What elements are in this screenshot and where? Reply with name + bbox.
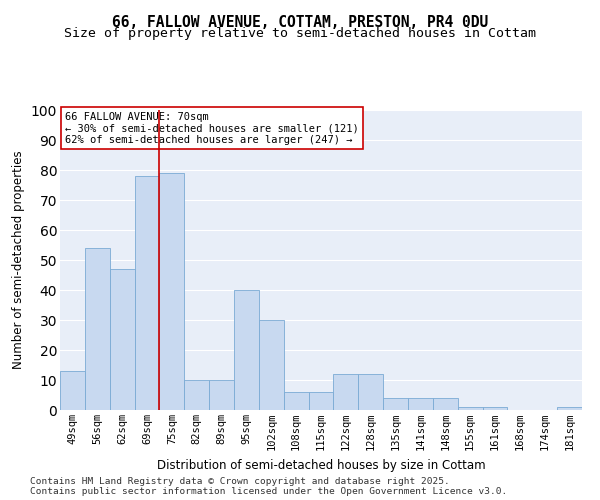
Bar (458, 407, 482, 410)
Bar (234, 290, 259, 410)
Text: 66, FALLOW AVENUE, COTTAM, PRESTON, PR4 0DU: 66, FALLOW AVENUE, COTTAM, PRESTON, PR4 … (112, 15, 488, 30)
Bar (184, 380, 209, 410)
Bar (334, 374, 358, 410)
Text: Contains public sector information licensed under the Open Government Licence v3: Contains public sector information licen… (30, 488, 507, 496)
Bar (160, 173, 184, 410)
Y-axis label: Number of semi-detached properties: Number of semi-detached properties (12, 150, 25, 370)
Bar (60, 371, 85, 410)
Bar (358, 374, 383, 410)
Bar (408, 398, 433, 410)
Text: Contains HM Land Registry data © Crown copyright and database right 2025.: Contains HM Land Registry data © Crown c… (30, 478, 450, 486)
Bar (433, 398, 458, 410)
Bar (259, 320, 284, 410)
Bar (284, 392, 308, 410)
Bar (383, 398, 408, 410)
Bar (482, 407, 508, 410)
Bar (134, 176, 160, 410)
Bar (308, 392, 334, 410)
X-axis label: Distribution of semi-detached houses by size in Cottam: Distribution of semi-detached houses by … (157, 458, 485, 471)
Bar (85, 248, 110, 410)
Text: Size of property relative to semi-detached houses in Cottam: Size of property relative to semi-detach… (64, 28, 536, 40)
Bar (557, 407, 582, 410)
Bar (209, 380, 234, 410)
Text: 66 FALLOW AVENUE: 70sqm
← 30% of semi-detached houses are smaller (121)
62% of s: 66 FALLOW AVENUE: 70sqm ← 30% of semi-de… (65, 112, 359, 144)
Bar (110, 269, 134, 410)
